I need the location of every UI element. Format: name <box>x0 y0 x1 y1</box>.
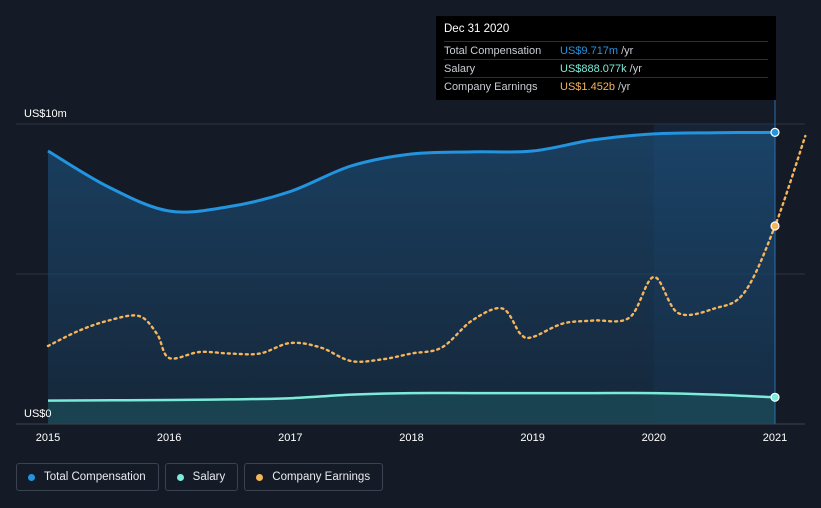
total-compensation-line <box>47 130 776 214</box>
legend-item-total-compensation[interactable]: Total Compensation <box>16 463 159 491</box>
tooltip-row-company-earnings: Company Earnings US$1.452b /yr <box>444 77 768 95</box>
legend-dot-icon <box>28 473 35 481</box>
x-tick-label: 2020 <box>642 432 666 444</box>
y-tick-label: US$0 <box>24 408 52 420</box>
legend-label: Total Compensation <box>44 471 146 483</box>
chart-tooltip: Dec 31 2020 Total Compensation US$9.717m… <box>436 16 776 100</box>
legend-item-salary[interactable]: Salary <box>164 463 239 491</box>
y-tick-label: US$10m <box>24 108 67 120</box>
compensation-chart: US$10m US$0 2015 2016 2017 2018 2019 2020 2021 <box>16 100 807 444</box>
tooltip-date: Dec 31 2020 <box>444 23 510 35</box>
x-tick-label: 2015 <box>36 432 60 444</box>
company-earnings-line <box>46 134 807 363</box>
tooltip-unit: /yr <box>618 80 631 93</box>
tooltip-unit: /yr <box>629 62 642 75</box>
x-tick-label: 2019 <box>520 432 544 444</box>
x-tick-label: 2018 <box>399 432 423 444</box>
tooltip-value: US$9.717m <box>560 44 619 57</box>
chart-legend: Total Compensation Salary Company Earnin… <box>16 463 384 491</box>
legend-label: Salary <box>192 471 226 483</box>
salary-line <box>47 391 776 402</box>
x-tick-label: 2017 <box>278 432 302 444</box>
tooltip-row-salary: Salary US$888.077k /yr <box>444 59 768 77</box>
total-compensation-marker <box>770 127 780 137</box>
legend-dot-icon <box>176 473 184 481</box>
legend-dot-icon <box>256 473 264 481</box>
x-tick-label: 2021 <box>763 432 787 444</box>
salary-marker <box>770 392 780 402</box>
legend-label: Company Earnings <box>272 471 371 483</box>
tooltip-value: US$888.077k <box>560 62 627 75</box>
tooltip-row-total-compensation: Total Compensation US$9.717m /yr <box>444 41 768 59</box>
x-tick-label: 2016 <box>157 432 181 444</box>
tooltip-label: Company Earnings <box>444 80 538 93</box>
salary-area <box>48 392 775 424</box>
tooltip-label: Total Compensation <box>444 44 542 57</box>
tooltip-label: Salary <box>444 62 476 75</box>
company-earnings-marker <box>770 221 780 231</box>
tooltip-unit: /yr <box>621 44 634 57</box>
tooltip-value: US$1.452b <box>560 80 616 93</box>
legend-item-company-earnings[interactable]: Company Earnings <box>244 463 384 491</box>
total-compensation-area <box>48 132 775 424</box>
